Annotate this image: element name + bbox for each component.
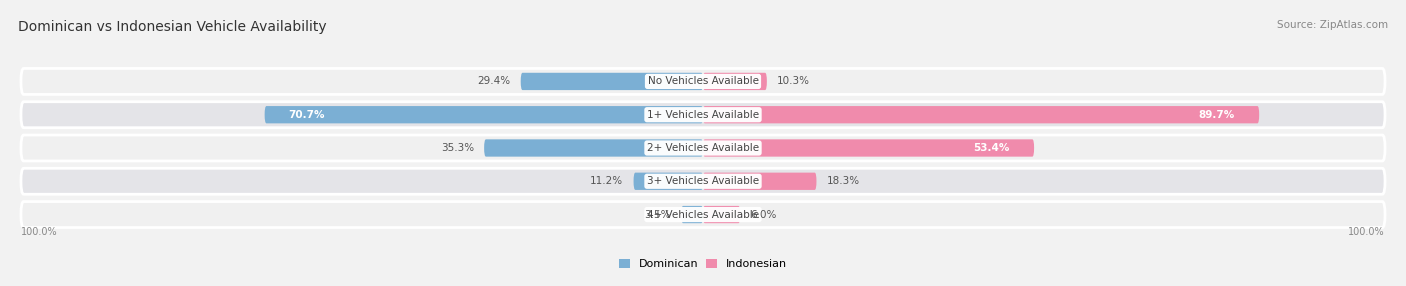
FancyBboxPatch shape — [21, 102, 1385, 128]
FancyBboxPatch shape — [703, 206, 740, 223]
Text: 4+ Vehicles Available: 4+ Vehicles Available — [647, 210, 759, 220]
Text: 1+ Vehicles Available: 1+ Vehicles Available — [647, 110, 759, 120]
FancyBboxPatch shape — [21, 68, 1385, 94]
FancyBboxPatch shape — [520, 73, 703, 90]
FancyBboxPatch shape — [21, 202, 1385, 228]
Text: 11.2%: 11.2% — [591, 176, 623, 186]
Text: 6.0%: 6.0% — [751, 210, 778, 220]
FancyBboxPatch shape — [484, 139, 703, 157]
Text: 10.3%: 10.3% — [778, 76, 810, 86]
Text: 29.4%: 29.4% — [477, 76, 510, 86]
Text: 35.3%: 35.3% — [440, 143, 474, 153]
Text: 3.5%: 3.5% — [644, 210, 671, 220]
Text: 100.0%: 100.0% — [1348, 227, 1385, 237]
Text: 2+ Vehicles Available: 2+ Vehicles Available — [647, 143, 759, 153]
Text: 18.3%: 18.3% — [827, 176, 860, 186]
FancyBboxPatch shape — [634, 173, 703, 190]
FancyBboxPatch shape — [682, 206, 703, 223]
FancyBboxPatch shape — [264, 106, 703, 123]
FancyBboxPatch shape — [21, 135, 1385, 161]
FancyBboxPatch shape — [21, 168, 1385, 194]
Legend: Dominican, Indonesian: Dominican, Indonesian — [619, 259, 787, 269]
Text: 53.4%: 53.4% — [973, 143, 1010, 153]
Text: 89.7%: 89.7% — [1199, 110, 1234, 120]
Text: 70.7%: 70.7% — [288, 110, 325, 120]
Text: Dominican vs Indonesian Vehicle Availability: Dominican vs Indonesian Vehicle Availabi… — [18, 20, 328, 34]
Text: Source: ZipAtlas.com: Source: ZipAtlas.com — [1277, 20, 1388, 30]
FancyBboxPatch shape — [703, 173, 817, 190]
FancyBboxPatch shape — [703, 73, 766, 90]
Text: 3+ Vehicles Available: 3+ Vehicles Available — [647, 176, 759, 186]
FancyBboxPatch shape — [703, 106, 1260, 123]
FancyBboxPatch shape — [703, 139, 1033, 157]
Text: No Vehicles Available: No Vehicles Available — [648, 76, 758, 86]
Text: 100.0%: 100.0% — [21, 227, 58, 237]
